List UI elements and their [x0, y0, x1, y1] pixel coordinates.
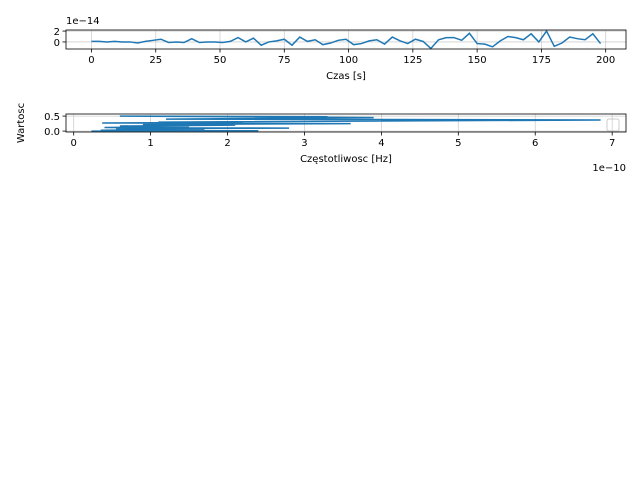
x-tick-label: 0 [71, 138, 77, 149]
x-tick-label: 200 [596, 55, 615, 66]
x-tick-label: 4 [378, 138, 384, 149]
y-offset-label: 1e−14 [66, 16, 100, 27]
x-tick-label: 2 [224, 138, 230, 149]
axes-frame [65, 29, 627, 50]
x-tick-label: 0 [88, 55, 94, 66]
data-line [91, 115, 601, 132]
x-tick-label: 175 [532, 55, 551, 66]
x-tick-label: 3 [301, 138, 307, 149]
x-tick-label: 125 [403, 55, 422, 66]
x-tick-label: 5 [455, 138, 461, 149]
x-axis-label: Częstotliwosc [Hz] [300, 154, 392, 165]
x-tick-label: 25 [149, 55, 162, 66]
x-tick-label: 7 [609, 138, 615, 149]
x-tick-label: 150 [468, 55, 487, 66]
x-offset-label: 1e−10 [592, 163, 626, 174]
y-tick-label: 0.0 [44, 127, 60, 138]
y-tick-label: 2 [54, 27, 60, 38]
x-tick-label: 6 [532, 138, 538, 149]
x-axis-label: Czas [s] [326, 71, 366, 82]
x-tick-label: 75 [278, 55, 291, 66]
x-tick-label: 50 [214, 55, 227, 66]
y-tick-label: 0 [54, 38, 60, 49]
x-tick-label: 100 [339, 55, 358, 66]
data-line [91, 29, 602, 50]
x-tick-label: 1 [147, 138, 153, 149]
empty-legend [606, 118, 620, 132]
y-axis-label: Wartosc [16, 103, 27, 143]
axes-frame [65, 113, 627, 133]
y-tick-label: 0.5 [44, 112, 60, 123]
